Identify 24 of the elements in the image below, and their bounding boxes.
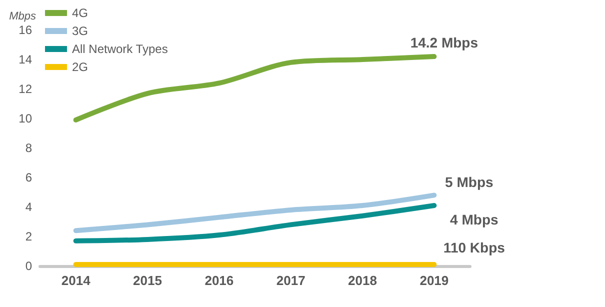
annotation: 110 Kbps: [443, 240, 506, 256]
y-tick-label: 4: [25, 200, 32, 214]
y-tick-label: 12: [18, 82, 32, 96]
y-tick-label: 6: [25, 170, 32, 184]
x-tick-label: 2018: [348, 273, 377, 288]
y-tick-label: 14: [18, 52, 32, 66]
y-tick-label: 2: [25, 230, 32, 244]
x-tick-label: 2019: [420, 273, 449, 288]
x-tick-label: 2015: [133, 273, 162, 288]
x-tick-label: 2016: [204, 273, 234, 288]
legend-label: 3G: [72, 24, 88, 38]
x-tick-label: 2014: [61, 273, 92, 288]
x-tick-label: 2017: [276, 273, 306, 288]
annotation: 4 Mbps: [450, 212, 498, 228]
annotation: 5 Mbps: [445, 174, 494, 190]
legend-label: All Network Types: [72, 42, 168, 56]
legend-label: 4G: [72, 6, 88, 20]
y-tick-label: 8: [25, 141, 32, 155]
legend-label: 2G: [72, 60, 88, 74]
y-tick-label: 0: [25, 259, 32, 273]
y-axis-title: Mbps: [9, 10, 36, 22]
y-tick-label: 16: [18, 23, 32, 37]
y-tick-label: 10: [18, 112, 32, 126]
annotation: 14.2 Mbps: [410, 34, 478, 51]
